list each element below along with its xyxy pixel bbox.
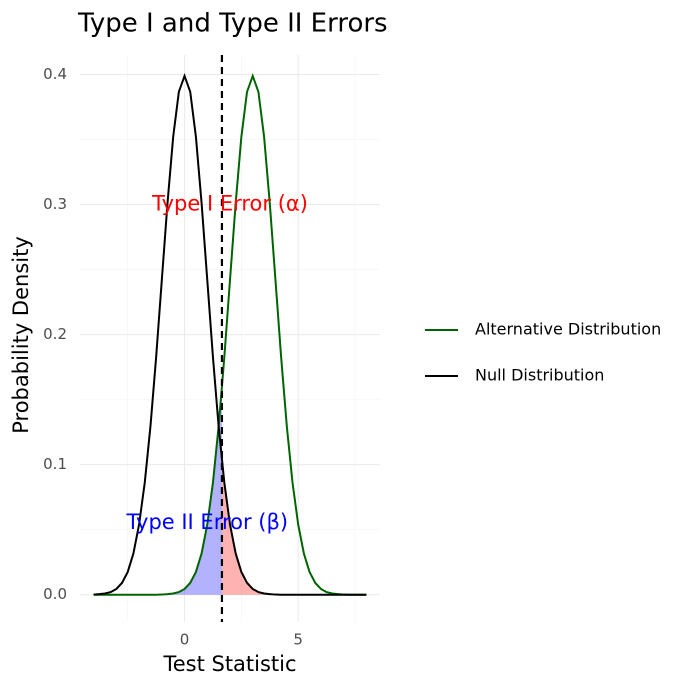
x-tick-label: 0	[180, 631, 190, 649]
y-axis-label: Probability Density	[9, 236, 33, 434]
annotation: Type I Error (α)	[151, 192, 308, 216]
y-tick-label: 0.3	[43, 195, 67, 213]
y-tick-label: 0.4	[43, 65, 67, 83]
error-area	[221, 458, 367, 595]
annotation: Type II Error (β)	[125, 510, 288, 534]
x-axis-label: Test Statistic	[162, 652, 296, 676]
density-line	[93, 72, 367, 596]
chart-title: Type I and Type II Errors	[77, 9, 388, 39]
density-line	[93, 72, 367, 596]
error-area	[93, 386, 222, 595]
y-tick-label: 0.2	[43, 325, 67, 343]
x-tick-label: 5	[293, 631, 303, 649]
y-tick-label: 0.0	[43, 585, 67, 603]
y-tick-label: 0.1	[43, 455, 67, 473]
legend-label: Alternative Distribution	[475, 320, 661, 339]
legend-label: Null Distribution	[475, 366, 604, 385]
